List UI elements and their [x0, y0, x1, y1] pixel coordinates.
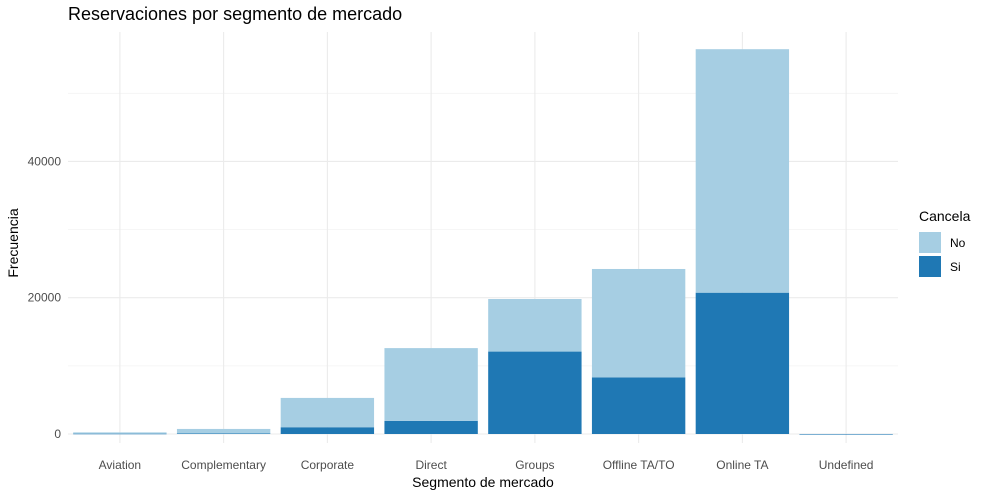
y-tick-label: 0 [54, 427, 61, 441]
bar-si-undefined [799, 433, 893, 435]
legend-swatch-si [919, 256, 941, 277]
bar-si-groups [488, 351, 582, 434]
bar-si-direct [384, 420, 478, 434]
bar-si-aviation [73, 433, 167, 435]
bar-no-direct [384, 348, 478, 421]
legend: Cancela No Si [919, 208, 971, 277]
y-tick-label: 40000 [28, 154, 62, 168]
x-tick-label: Undefined [819, 458, 874, 472]
bar-no-online-ta [695, 49, 790, 293]
bar-si-corporate [280, 427, 375, 434]
bar-si-online-ta [695, 292, 790, 434]
x-axis-title: Segmento de mercado [412, 474, 554, 490]
x-tick-labels: Aviation Complementary Corporate Direct Grou… [99, 458, 874, 472]
bar-no-aviation [73, 432, 167, 434]
x-tick-label: Complementary [181, 458, 266, 472]
bar-no-offline-ta-to [591, 268, 686, 378]
y-tick-label: 20000 [28, 291, 62, 305]
legend-swatch-no [919, 232, 941, 253]
bar-no-corporate [280, 397, 375, 428]
y-axis-title: Frecuencia [5, 208, 21, 277]
legend-label-si: Si [950, 260, 961, 274]
x-tick-label: Offline TA/TO [603, 458, 675, 472]
chart-title: Reservaciones por segmento de mercado [68, 4, 402, 24]
legend-label-no: No [950, 236, 966, 250]
bars [73, 49, 893, 435]
bar-no-complementary [176, 428, 271, 434]
bar-si-offline-ta-to [591, 377, 686, 434]
x-tick-label: Groups [515, 458, 554, 472]
x-tick-label: Aviation [99, 458, 141, 472]
y-tick-labels: 0 20000 40000 [28, 154, 62, 441]
bar-no-groups [488, 299, 582, 352]
x-tick-label: Online TA [716, 458, 768, 472]
legend-title: Cancela [919, 208, 971, 224]
x-tick-label: Direct [415, 458, 447, 472]
bar-si-complementary [176, 433, 271, 434]
x-tick-label: Corporate [301, 458, 355, 472]
